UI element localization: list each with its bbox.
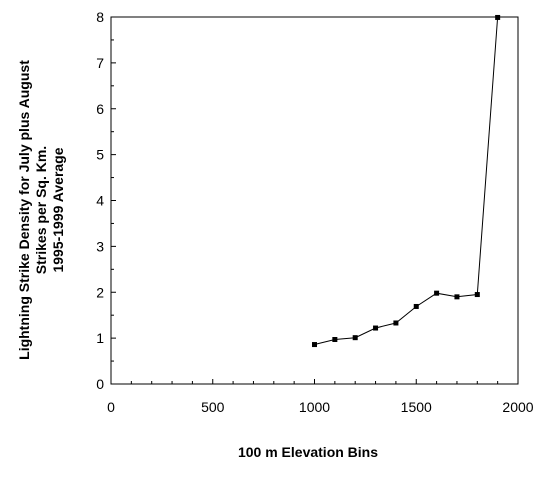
y-tick-label: 4 bbox=[96, 193, 104, 209]
y-tick-label: 7 bbox=[96, 55, 104, 71]
x-axis-title: 100 m Elevation Bins bbox=[238, 444, 378, 460]
series-line bbox=[314, 17, 499, 345]
y-tick-label: 0 bbox=[96, 376, 104, 392]
y-tick-label: 3 bbox=[96, 238, 104, 254]
y-tick-label: 5 bbox=[96, 147, 104, 163]
data-point bbox=[312, 342, 317, 348]
series-layer bbox=[312, 14, 501, 348]
x-tick-label: 1500 bbox=[401, 399, 432, 415]
data-point bbox=[454, 294, 460, 300]
data-point bbox=[474, 292, 480, 298]
data-point bbox=[393, 320, 399, 326]
plot-frame bbox=[110, 16, 519, 385]
y-tick-label: 6 bbox=[96, 101, 104, 117]
plot-border bbox=[110, 16, 519, 385]
x-tick-label: 500 bbox=[201, 399, 225, 415]
y-axis-title-line-1: Lightning Strike Density for July plus A… bbox=[16, 60, 32, 360]
y-axis-title: Lightning Strike Density for July plus A… bbox=[16, 60, 66, 360]
x-tick-label: 1000 bbox=[299, 399, 330, 415]
x-axis: 0 500 1000 1500 2000 bbox=[107, 379, 534, 415]
data-point bbox=[413, 303, 419, 309]
data-point bbox=[373, 325, 379, 331]
data-point bbox=[352, 335, 358, 341]
y-tick-label: 1 bbox=[96, 330, 104, 346]
y-tick-label: 8 bbox=[96, 9, 104, 25]
data-point bbox=[495, 14, 501, 20]
y-axis: 0 1 2 3 4 5 6 7 8 bbox=[96, 9, 116, 392]
data-point bbox=[332, 337, 338, 343]
y-axis-title-line-3: 1995-1999 Average bbox=[50, 147, 66, 272]
data-point bbox=[434, 290, 440, 296]
y-axis-title-line-2: Strikes per Sq. Km. bbox=[33, 146, 49, 274]
y-tick-label: 2 bbox=[96, 284, 104, 300]
x-tick-label: 0 bbox=[107, 399, 115, 415]
x-tick-label: 2000 bbox=[502, 399, 533, 415]
